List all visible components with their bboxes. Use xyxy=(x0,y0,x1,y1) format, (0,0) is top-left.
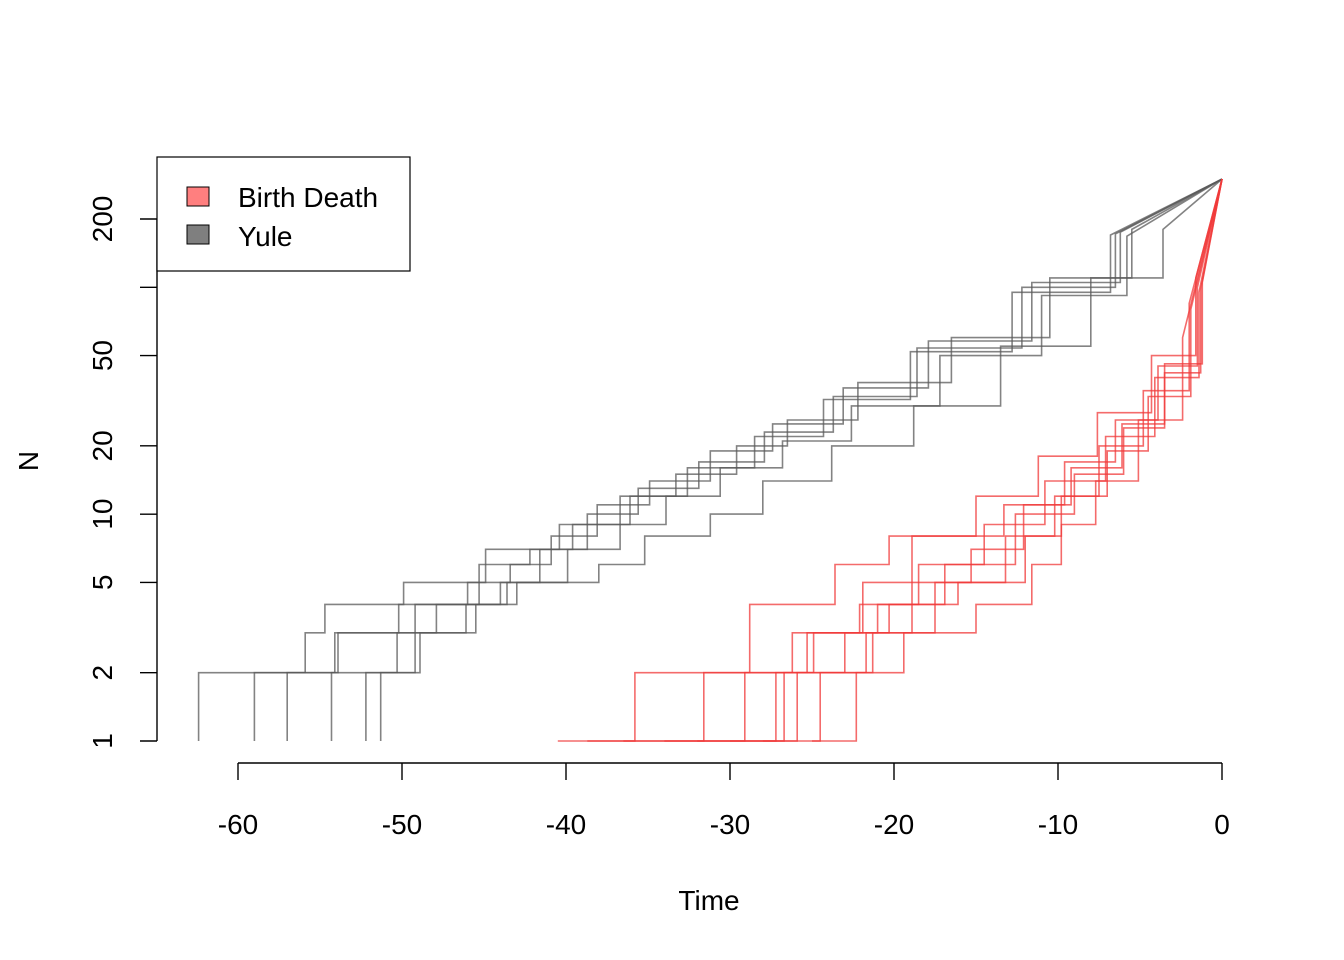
series-line-birth-death-8 xyxy=(587,178,1223,742)
series-line-yule-6 xyxy=(379,178,1223,741)
x-axis-label: Time xyxy=(678,885,739,916)
legend-box xyxy=(156,156,411,272)
legend-label-birth-death: Birth Death xyxy=(238,182,378,213)
x-tick-label: -60 xyxy=(218,809,258,840)
legend: Birth Death Yule xyxy=(156,156,411,272)
y-axis-label: N xyxy=(13,451,44,471)
series-line-yule-3 xyxy=(286,178,1223,741)
series-line-birth-death-9 xyxy=(623,178,1223,742)
y-tick-label: 10 xyxy=(87,499,118,530)
x-tick-label: -30 xyxy=(710,809,750,840)
series-line-birth-death-12 xyxy=(730,178,1223,742)
x-tick-label: -10 xyxy=(1038,809,1078,840)
x-tick-label: -50 xyxy=(382,809,422,840)
y-tick-label: 50 xyxy=(87,340,118,371)
y-tick-label: 2 xyxy=(87,665,118,681)
series-line-yule-5 xyxy=(365,178,1223,741)
x-tick-label: -40 xyxy=(546,809,586,840)
series-line-birth-death-14 xyxy=(812,178,1223,742)
legend-swatch-yule xyxy=(186,224,210,245)
y-tick-label: 200 xyxy=(87,196,118,243)
legend-label-yule: Yule xyxy=(238,221,293,252)
axis-layer: -60 -50 -40 -30 -20 -10 0 1 2 5 10 20 50 200 xyxy=(87,196,1230,840)
y-tick-label: 1 xyxy=(87,733,118,749)
y-tick-label: 5 xyxy=(87,575,118,591)
y-tick-label: 20 xyxy=(87,430,118,461)
series-line-birth-death-11 xyxy=(697,178,1223,742)
x-tick-label: 0 xyxy=(1214,809,1230,840)
series-line-yule-2 xyxy=(253,178,1223,741)
series-line-birth-death-7 xyxy=(557,178,1223,742)
series-line-yule-4 xyxy=(330,178,1223,741)
legend-swatch-birth-death xyxy=(186,186,210,207)
series-layer xyxy=(197,178,1223,742)
x-tick-label: -20 xyxy=(874,809,914,840)
